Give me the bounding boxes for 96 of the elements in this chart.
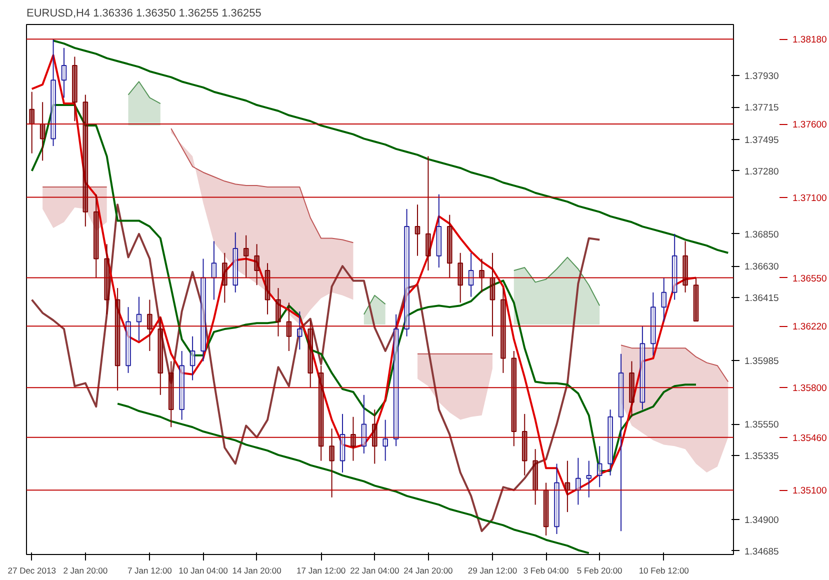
- candlestick: [29, 91, 34, 154]
- candlestick: [661, 277, 667, 322]
- candlestick: [543, 482, 549, 536]
- x-tick-label: 14 Jan 20:00: [232, 566, 282, 576]
- candlestick: [682, 240, 688, 293]
- ref-line-label: 1.35100: [792, 486, 827, 497]
- candlestick: [404, 208, 410, 337]
- candlestick: [72, 56, 78, 122]
- candlestick: [693, 277, 699, 322]
- candlestick: [672, 233, 678, 300]
- candlestick: [586, 460, 592, 498]
- candlestick: [650, 292, 656, 356]
- candlestick: [276, 288, 281, 337]
- line-series: [30, 54, 698, 496]
- candlestick: [243, 234, 249, 278]
- x-tick-label: 24 Jan 20:00: [404, 566, 454, 576]
- x-tick-label: 3 Feb 04:00: [523, 566, 569, 576]
- x-tick-label: 2 Jan 20:00: [63, 566, 108, 576]
- candlestick: [308, 320, 314, 388]
- candlestick: [254, 244, 260, 286]
- ref-line-label: 1.37600: [792, 120, 827, 131]
- x-tick-label: 27 Dec 2013: [8, 566, 56, 576]
- candlestick: [446, 214, 452, 278]
- candlestick: [414, 204, 420, 256]
- candlestick: [61, 47, 67, 98]
- candlestick: [511, 350, 517, 447]
- candlestick: [211, 240, 217, 300]
- candlestick: [104, 244, 110, 315]
- candlestick: [500, 288, 506, 374]
- candlestick: [200, 258, 206, 362]
- candlestick: [168, 360, 174, 428]
- candlestick: [350, 416, 356, 462]
- candlestick: [329, 428, 334, 498]
- candlestick: [232, 232, 238, 293]
- candlestick: [382, 419, 388, 462]
- ref-line-label: 1.36220: [792, 322, 827, 333]
- y-tick-label: 1.35550: [744, 420, 779, 431]
- candlestick: [576, 457, 581, 506]
- x-tick-label: 29 Jan 12:00: [468, 566, 518, 576]
- y-tick-label: 1.34900: [744, 514, 779, 526]
- candlestick: [190, 336, 196, 381]
- candlestick: [532, 448, 538, 506]
- line-series: [52, 40, 730, 254]
- candlestick: [50, 38, 56, 147]
- candlestick: [393, 314, 399, 447]
- candlestick: [82, 94, 88, 228]
- candlestick: [640, 326, 646, 410]
- candlestick: [596, 446, 602, 488]
- candlestick: [222, 252, 228, 304]
- candlestick: [458, 252, 463, 304]
- candlestick: [479, 258, 484, 293]
- candlestick: [286, 302, 292, 352]
- line-series: [30, 204, 601, 532]
- candlestick: [179, 350, 184, 420]
- chart-title: EURUSD,H4 1.36336 1.36350 1.36255 1.36255: [26, 8, 262, 20]
- y-tick-label: 1.35985: [744, 356, 779, 368]
- y-tick-label: 1.35335: [744, 451, 779, 462]
- ref-line-label: 1.38180: [792, 34, 827, 46]
- x-tick-label: 7 Jan 12:00: [127, 566, 172, 576]
- line-series: [116, 402, 590, 554]
- y-tick-label: 1.36850: [744, 229, 779, 240]
- candlestick: [158, 316, 164, 396]
- candlestick: [93, 194, 99, 278]
- candlestick: [372, 409, 378, 464]
- candlestick: [361, 394, 367, 454]
- candlestick: [554, 463, 560, 535]
- candlestick: [340, 413, 346, 474]
- candlestick: [629, 360, 634, 418]
- candlestick: [147, 299, 152, 352]
- candlestick: [114, 288, 120, 392]
- x-tick-label: 10 Feb 12:00: [638, 566, 690, 576]
- candlestick: [608, 409, 613, 476]
- x-tick-label: 22 Jan 04:00: [350, 566, 400, 576]
- candlestick: [522, 413, 528, 476]
- x-tick-label: 17 Jan 12:00: [296, 566, 346, 576]
- y-tick-label: 1.36415: [744, 293, 779, 304]
- x-tick-label: 5 Feb 20:00: [576, 566, 623, 576]
- y-tick-label: 1.34685: [744, 546, 779, 558]
- x-tick-label: 10 Jan 04:00: [178, 566, 228, 576]
- y-tick-label: 1.37715: [744, 102, 779, 114]
- y-tick-label: 1.37930: [744, 71, 779, 82]
- ref-line-label: 1.36550: [792, 273, 827, 284]
- ref-line-label: 1.37100: [792, 192, 827, 204]
- ref-line-label: 1.35800: [792, 383, 827, 394]
- y-tick-label: 1.36630: [744, 262, 779, 273]
- candlestick: [436, 194, 442, 268]
- ref-line-label: 1.35460: [792, 432, 827, 444]
- candlestick: [426, 156, 431, 271]
- candlestick: [126, 306, 131, 374]
- candlestick: [318, 365, 324, 462]
- y-tick-label: 1.37280: [744, 166, 779, 178]
- candlestick: [136, 296, 142, 342]
- candlestick: [618, 353, 624, 532]
- candlestick: [297, 310, 302, 350]
- candlestick: [264, 262, 270, 315]
- y-tick-label: 1.37495: [744, 134, 779, 146]
